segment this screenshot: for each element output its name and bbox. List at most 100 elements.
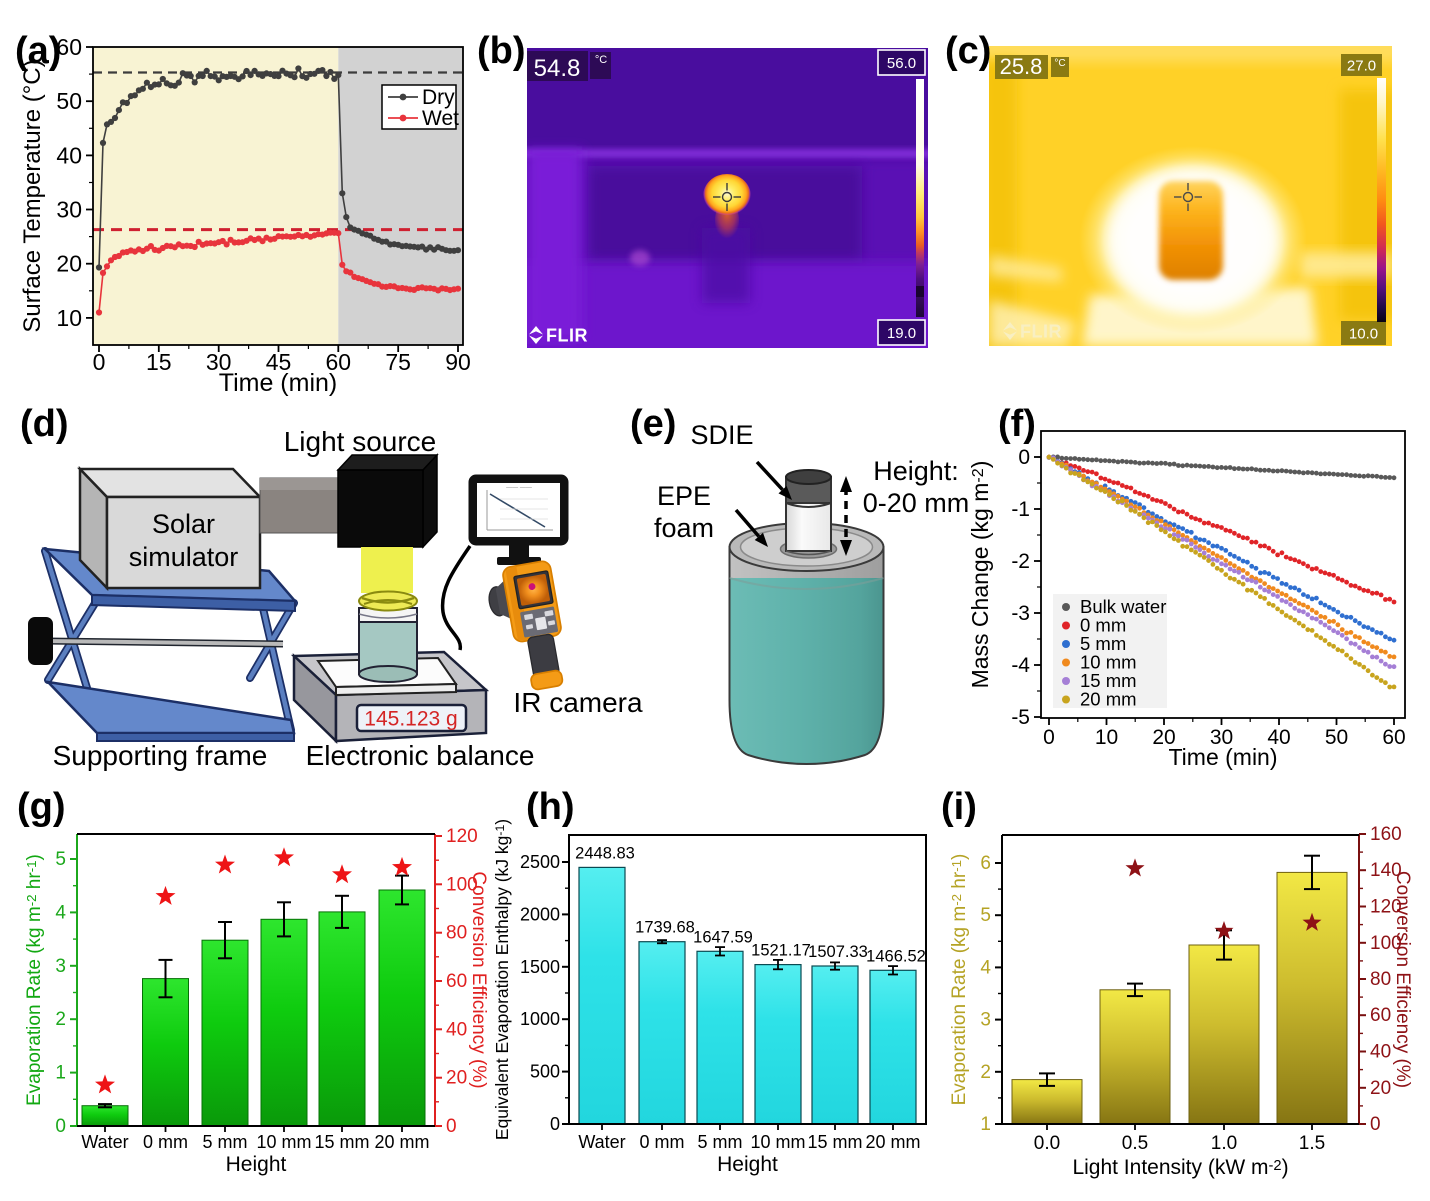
svg-text:3: 3 <box>980 1010 991 1031</box>
svg-text:Light source: Light source <box>284 426 437 457</box>
svg-text:5 mm: 5 mm <box>698 1132 743 1152</box>
svg-text:4: 4 <box>980 957 991 978</box>
svg-text:5: 5 <box>980 905 991 926</box>
svg-text:10: 10 <box>1095 726 1118 749</box>
svg-text:100: 100 <box>446 874 478 895</box>
svg-text:2000: 2000 <box>520 904 560 924</box>
svg-text:100: 100 <box>1370 933 1402 954</box>
svg-text:90: 90 <box>445 349 471 375</box>
svg-text:4: 4 <box>55 902 66 923</box>
svg-text:140: 140 <box>1370 860 1402 881</box>
svg-text:1: 1 <box>55 1063 66 1084</box>
svg-text:SDIE: SDIE <box>690 420 753 450</box>
svg-text:0: 0 <box>1043 726 1055 749</box>
svg-text:54.8: 54.8 <box>534 55 581 82</box>
svg-text:0 mm: 0 mm <box>1080 615 1126 636</box>
svg-text:Evaporation Rate (kg m-2 hr-1): Evaporation Rate (kg m-2 hr-1) <box>949 854 970 1106</box>
svg-text:40: 40 <box>1267 726 1290 749</box>
svg-text:3: 3 <box>55 956 66 977</box>
svg-text:30: 30 <box>206 349 232 375</box>
svg-text:0: 0 <box>446 1116 457 1137</box>
svg-text:-3: -3 <box>1011 602 1030 625</box>
svg-text:Time (min): Time (min) <box>1168 744 1277 770</box>
svg-text:120: 120 <box>1370 897 1402 918</box>
svg-text:1500: 1500 <box>520 957 560 977</box>
svg-text:20: 20 <box>446 1068 467 1089</box>
svg-text:27.0: 27.0 <box>1347 58 1376 75</box>
svg-text:0 mm: 0 mm <box>640 1132 685 1152</box>
svg-text:Time (min): Time (min) <box>219 369 338 397</box>
svg-text:40: 40 <box>1370 1042 1391 1063</box>
svg-text:Surface Temperature (°C): Surface Temperature (°C) <box>19 59 46 332</box>
svg-text:(d): (d) <box>20 403 69 445</box>
svg-text:30: 30 <box>56 197 82 223</box>
svg-text:-2: -2 <box>1011 550 1030 573</box>
svg-text:Evaporation Rate (kg m-2 hr-1): Evaporation Rate (kg m-2 hr-1) <box>24 854 45 1106</box>
svg-text:1000: 1000 <box>520 1009 560 1029</box>
svg-text:20: 20 <box>56 251 82 277</box>
svg-text:15 mm: 15 mm <box>314 1132 369 1152</box>
svg-text:°C: °C <box>1054 58 1065 69</box>
svg-text:160: 160 <box>1370 824 1402 845</box>
svg-text:0 mm: 0 mm <box>143 1132 188 1152</box>
svg-text:Water: Water <box>81 1132 128 1152</box>
svg-text:10 mm: 10 mm <box>750 1132 805 1152</box>
svg-text:2448.83: 2448.83 <box>575 844 635 862</box>
svg-text:80: 80 <box>446 923 467 944</box>
svg-text:Conversion Efficiency (%): Conversion Efficiency (%) <box>1392 871 1413 1088</box>
svg-text:1.5: 1.5 <box>1299 1133 1325 1154</box>
svg-text:10 mm: 10 mm <box>1080 652 1137 673</box>
svg-text:0: 0 <box>55 1116 66 1137</box>
svg-text:IR camera: IR camera <box>513 687 643 718</box>
svg-text:15: 15 <box>146 349 172 375</box>
svg-text:80: 80 <box>1370 969 1391 990</box>
svg-text:60: 60 <box>446 971 467 992</box>
svg-text:60: 60 <box>1382 726 1405 749</box>
svg-text:-5: -5 <box>1011 706 1030 729</box>
svg-text:°C: °C <box>595 54 607 66</box>
svg-text:Height:: Height: <box>873 456 959 486</box>
svg-text:simulator: simulator <box>129 542 239 572</box>
svg-text:10: 10 <box>56 305 82 331</box>
svg-text:56.0: 56.0 <box>887 55 916 72</box>
svg-text:20 mm: 20 mm <box>374 1132 429 1152</box>
svg-text:500: 500 <box>530 1062 560 1082</box>
svg-text:Equivalent Evaporation Enthalp: Equivalent Evaporation Enthalpy (kJ kg-1… <box>492 819 512 1140</box>
svg-text:19.0: 19.0 <box>887 325 916 342</box>
svg-text:Bulk water: Bulk water <box>1080 596 1166 617</box>
svg-text:10 mm: 10 mm <box>256 1132 311 1152</box>
svg-text:Conversion Efficiency (%): Conversion Efficiency (%) <box>468 871 489 1088</box>
svg-text:0: 0 <box>93 349 106 375</box>
svg-text:40: 40 <box>446 1019 467 1040</box>
svg-text:Height: Height <box>717 1153 778 1176</box>
svg-text:20 mm: 20 mm <box>865 1132 920 1152</box>
svg-text:Solar: Solar <box>152 509 215 539</box>
svg-text:1: 1 <box>980 1114 991 1135</box>
svg-text:6: 6 <box>980 853 991 874</box>
svg-text:1647.59: 1647.59 <box>693 928 753 946</box>
svg-text:40: 40 <box>56 142 82 168</box>
svg-text:145.123 g: 145.123 g <box>364 708 457 731</box>
svg-text:10.0: 10.0 <box>1349 326 1378 343</box>
svg-text:(a): (a) <box>15 30 61 72</box>
svg-text:EPE: EPE <box>657 481 711 511</box>
svg-text:(f): (f) <box>998 403 1036 445</box>
svg-text:0-20 mm: 0-20 mm <box>863 488 970 518</box>
svg-text:30: 30 <box>1210 726 1233 749</box>
svg-text:(c): (c) <box>945 30 991 72</box>
svg-text:FLIR: FLIR <box>546 326 588 346</box>
svg-text:75: 75 <box>385 349 411 375</box>
svg-text:(i): (i) <box>941 786 977 828</box>
svg-text:0: 0 <box>550 1114 560 1134</box>
svg-text:1521.17: 1521.17 <box>751 942 811 960</box>
svg-text:FLIR: FLIR <box>1020 322 1062 342</box>
svg-text:Height: Height <box>226 1153 287 1176</box>
svg-text:5: 5 <box>55 849 66 870</box>
svg-text:-4: -4 <box>1011 654 1030 677</box>
svg-text:0: 0 <box>1018 446 1030 469</box>
svg-text:2: 2 <box>55 1009 66 1030</box>
svg-text:20: 20 <box>1370 1078 1391 1099</box>
svg-text:0.5: 0.5 <box>1122 1133 1148 1154</box>
svg-text:1.0: 1.0 <box>1211 1133 1237 1154</box>
svg-text:Dry: Dry <box>422 86 455 109</box>
